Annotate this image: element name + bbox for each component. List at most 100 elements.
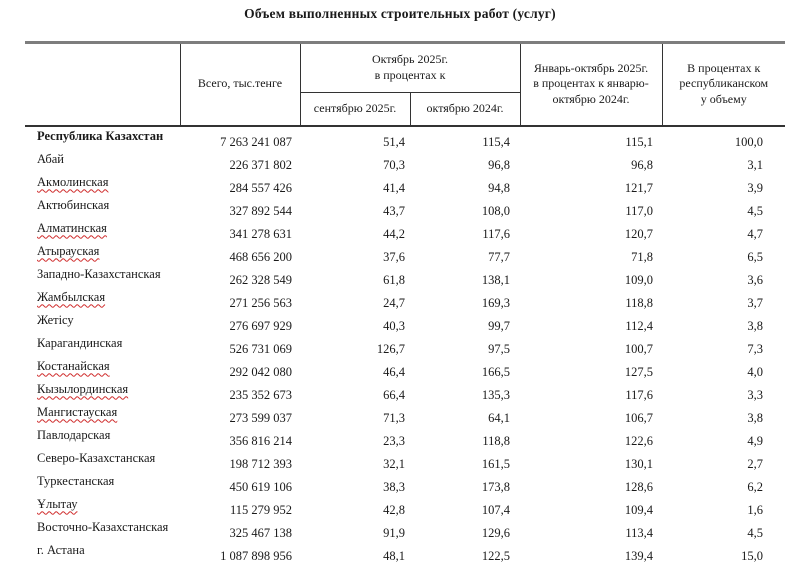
region-name-text: Абай <box>37 151 64 166</box>
cell-total: 292 042 080 <box>229 364 293 379</box>
table-row: Павлодарская 356 816 214 23,3 118,8 122,6 4,9 <box>25 426 785 449</box>
cell-jan-oct: 115,1 <box>625 134 653 149</box>
cell-to-oct-2024: 94,8 <box>488 180 510 195</box>
cell-share: 15,0 <box>741 548 763 563</box>
cell-jan-oct: 122,6 <box>624 433 653 448</box>
page-title: Объем выполненных строительных работ (ус… <box>244 6 556 21</box>
cell-share: 6,5 <box>747 249 763 264</box>
cell-to-sep-2025: 70,3 <box>383 157 405 172</box>
cell-to-oct-2024: 97,5 <box>488 341 510 356</box>
region-name: Актюбинская <box>25 196 180 219</box>
cell-to-sep-2025: 32,1 <box>383 456 405 471</box>
header-october-2025-percent-group: Октябрь 2025г. в процентах к <box>300 42 521 93</box>
header-jan-oct-percent: Январь-октябрь 2025г. в процентах к янва… <box>520 42 663 127</box>
region-name: Западно-Казахстанская <box>25 265 180 288</box>
cell-to-sep-2025: 23,3 <box>383 433 405 448</box>
header-region-column <box>25 42 181 127</box>
cell-share: 4,5 <box>747 525 763 540</box>
region-name: Республика Казахстан <box>25 126 180 150</box>
cell-to-sep-2025: 66,4 <box>383 387 405 402</box>
region-name: Павлодарская <box>25 426 180 449</box>
cell-total: 115 279 952 <box>229 502 292 517</box>
header-republic-share: В процентах к республиканском у объему <box>662 42 785 127</box>
cell-to-oct-2024: 108,0 <box>481 203 510 218</box>
region-name: Жетісу <box>25 311 180 334</box>
table-row: Абай 226 371 802 70,3 96,8 96,8 3,1 <box>25 150 785 173</box>
cell-share: 3,9 <box>747 180 763 195</box>
region-name-text: Атырауская <box>37 243 100 258</box>
cell-to-sep-2025: 44,2 <box>383 226 405 241</box>
region-name-text: Карагандинская <box>37 335 123 350</box>
cell-to-oct-2024: 166,5 <box>481 364 510 379</box>
cell-total: 1 087 898 956 <box>220 548 292 563</box>
cell-to-oct-2024: 118,8 <box>482 433 510 448</box>
table-row: Акмолинская 284 557 426 41,4 94,8 121,7 3,9 <box>25 173 785 196</box>
region-name-text: Акмолинская <box>37 174 109 189</box>
table-header: Всего, тыс.тенге Октябрь 2025г. в процен… <box>25 42 785 127</box>
cell-jan-oct: 113,4 <box>625 525 653 540</box>
cell-total: 276 697 929 <box>229 318 293 333</box>
cell-to-sep-2025: 61,8 <box>383 272 405 287</box>
cell-share: 7,3 <box>747 341 763 356</box>
region-name-text: Северо-Казахстанская <box>37 450 156 465</box>
construction-volume-table: Всего, тыс.тенге Октябрь 2025г. в процен… <box>25 41 785 563</box>
cell-total: 526 731 069 <box>229 341 293 356</box>
cell-jan-oct: 117,6 <box>625 387 653 402</box>
cell-jan-oct: 120,7 <box>624 226 653 241</box>
cell-total: 271 256 563 <box>229 295 293 310</box>
cell-to-oct-2024: 96,8 <box>488 157 510 172</box>
cell-to-sep-2025: 48,1 <box>383 548 405 563</box>
cell-jan-oct: 118,8 <box>625 295 653 310</box>
region-name: Кызылординская <box>25 380 180 403</box>
cell-jan-oct: 127,5 <box>624 364 653 379</box>
table-row: Костанайская 292 042 080 46,4 166,5 127,5 4,0 <box>25 357 785 380</box>
cell-jan-oct: 117,0 <box>625 203 653 218</box>
cell-share: 4,9 <box>747 433 763 448</box>
table-row: г. Астана 1 087 898 956 48,1 122,5 139,4 15,0 <box>25 541 785 563</box>
cell-to-sep-2025: 37,6 <box>383 249 405 264</box>
header-to-september-2025: сентябрю 2025г. <box>300 92 411 127</box>
table-row: Северо-Казахстанская 198 712 393 32,1 161,5… <box>25 449 785 472</box>
cell-total: 273 599 037 <box>229 410 293 425</box>
cell-jan-oct: 128,6 <box>624 479 653 494</box>
cell-to-oct-2024: 115,4 <box>482 134 510 149</box>
cell-to-sep-2025: 38,3 <box>383 479 405 494</box>
cell-share: 4,7 <box>747 226 763 241</box>
cell-total: 262 328 549 <box>229 272 293 287</box>
cell-total: 198 712 393 <box>229 456 293 471</box>
cell-to-oct-2024: 129,6 <box>481 525 510 540</box>
table-body: Республика Казахстан 7 263 241 087 51,4 115… <box>25 126 785 563</box>
cell-to-oct-2024: 169,3 <box>481 295 510 310</box>
cell-jan-oct: 139,4 <box>624 548 653 563</box>
cell-total: 341 278 631 <box>229 226 293 241</box>
header-total-tenge: Всего, тыс.тенге <box>180 42 301 127</box>
cell-to-oct-2024: 117,6 <box>482 226 510 241</box>
region-name: Костанайская <box>25 357 180 380</box>
cell-total: 450 619 106 <box>229 479 293 494</box>
region-name-text: Актюбинская <box>37 197 110 212</box>
cell-to-oct-2024: 64,1 <box>488 410 510 425</box>
cell-total: 284 557 426 <box>229 180 293 195</box>
cell-to-sep-2025: 126,7 <box>376 341 405 356</box>
region-name: Абай <box>25 150 180 173</box>
cell-share: 4,0 <box>747 364 763 379</box>
cell-to-sep-2025: 40,3 <box>383 318 405 333</box>
region-name: Алматинская <box>25 219 180 242</box>
table-row: Республика Казахстан 7 263 241 087 51,4 115… <box>25 126 785 150</box>
table-row: Атырауская 468 656 200 37,6 77,7 71,8 6,5 <box>25 242 785 265</box>
cell-to-oct-2024: 173,8 <box>481 479 510 494</box>
region-name-text: Ұлытау <box>37 496 78 511</box>
region-name: Мангистауская <box>25 403 180 426</box>
cell-jan-oct: 100,7 <box>624 341 653 356</box>
region-name-text: Алматинская <box>37 220 107 235</box>
cell-jan-oct: 109,4 <box>624 502 653 517</box>
cell-to-sep-2025: 43,7 <box>383 203 405 218</box>
cell-share: 3,7 <box>747 295 763 310</box>
region-name: Акмолинская <box>25 173 180 196</box>
region-name-text: Туркестанская <box>37 473 115 488</box>
table-row: Восточно-Казахстанская 325 467 138 91,9 129… <box>25 518 785 541</box>
table-row: Карагандинская 526 731 069 126,7 97,5 100,7 7… <box>25 334 785 357</box>
cell-share: 3,8 <box>747 318 763 333</box>
table-row: Мангистауская 273 599 037 71,3 64,1 106,7 3,8 <box>25 403 785 426</box>
